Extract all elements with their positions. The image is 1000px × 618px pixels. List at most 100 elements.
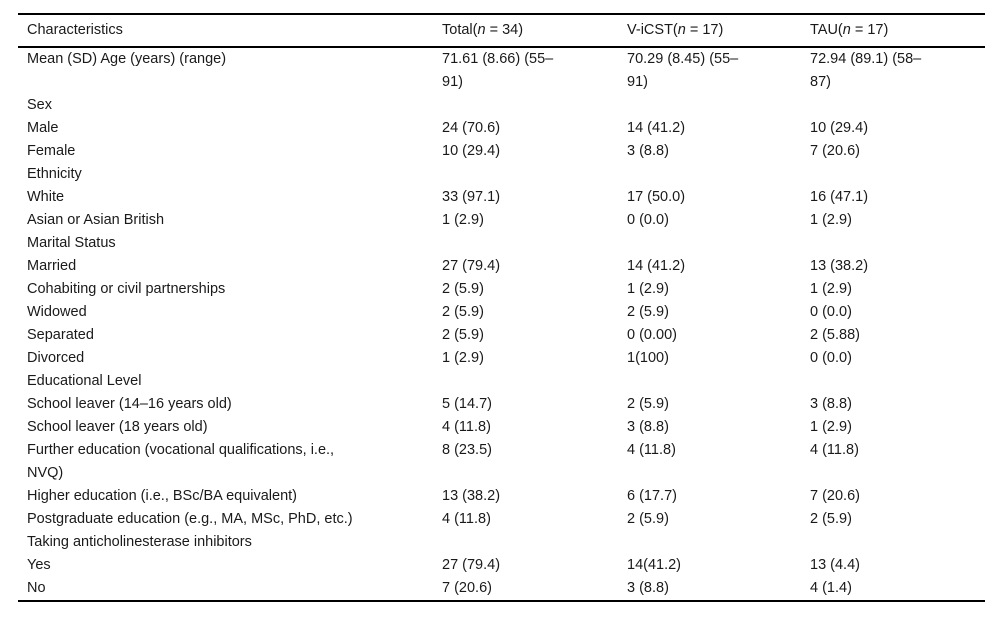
cell-vicst: 6 (17.7) bbox=[627, 488, 677, 504]
cell-total: 71.61 (8.66) (55–91) bbox=[442, 51, 554, 90]
cell-tau bbox=[801, 370, 985, 393]
cell-vicst bbox=[618, 163, 801, 186]
cell-tau: 1 (2.9) bbox=[810, 281, 852, 297]
row-label: No bbox=[27, 580, 46, 596]
row-label: Male bbox=[27, 120, 59, 136]
table-row: Married 27 (79.4) 14 (41.2) 13 (38.2) bbox=[18, 255, 985, 278]
cell-vicst: 0 (0.00) bbox=[627, 327, 677, 343]
cell-total: 24 (70.6) bbox=[442, 120, 501, 136]
row-label: Cohabiting or civil partnerships bbox=[27, 281, 226, 297]
row-label: Taking anticholinesterase inhibitors bbox=[27, 534, 252, 550]
cell-tau: 4 (11.8) bbox=[810, 442, 859, 458]
table-row: Male 24 (70.6) 14 (41.2) 10 (29.4) bbox=[18, 117, 985, 140]
row-label: Educational Level bbox=[27, 373, 142, 389]
table-row: Educational Level bbox=[18, 370, 985, 393]
cell-total bbox=[433, 94, 618, 117]
cell-tau bbox=[801, 531, 985, 554]
cell-tau: 7 (20.6) bbox=[810, 488, 860, 504]
cell-total bbox=[433, 232, 618, 255]
cell-total: 4 (11.8) bbox=[442, 511, 491, 527]
col-header-vicst-n: n bbox=[677, 22, 686, 38]
row-label: Yes bbox=[27, 557, 51, 573]
table-body: Mean (SD) Age (years) (range) 71.61 (8.6… bbox=[18, 47, 985, 601]
row-label: Asian or Asian British bbox=[27, 212, 165, 228]
col-header-tau-post: = 17) bbox=[850, 22, 889, 38]
row-label: Female bbox=[27, 143, 76, 159]
cell-tau: 7 (20.6) bbox=[810, 143, 860, 159]
cell-total: 10 (29.4) bbox=[442, 143, 501, 159]
cell-vicst: 70.29 (8.45) (55–91) bbox=[627, 51, 739, 90]
row-label: Higher education (i.e., BSc/BA equivalen… bbox=[27, 488, 298, 504]
col-header-total-post: = 34) bbox=[485, 22, 524, 38]
cell-vicst: 14(41.2) bbox=[627, 557, 682, 573]
row-label: School leaver (14–16 years old) bbox=[27, 396, 232, 412]
col-header-characteristics: Characteristics bbox=[18, 14, 433, 48]
cell-tau: 1 (2.9) bbox=[810, 212, 852, 228]
table-row: Sex bbox=[18, 94, 985, 117]
cell-total: 1 (2.9) bbox=[442, 350, 484, 366]
col-header-vicst-post: = 17) bbox=[685, 22, 724, 38]
col-header-total-n: n bbox=[477, 22, 486, 38]
cell-tau: 2 (5.9) bbox=[810, 511, 852, 527]
cell-total: 2 (5.9) bbox=[442, 304, 484, 320]
cell-vicst: 3 (8.8) bbox=[627, 580, 669, 596]
cell-vicst: 4 (11.8) bbox=[627, 442, 676, 458]
cell-vicst: 1 (2.9) bbox=[627, 281, 669, 297]
row-label: Mean (SD) Age (years) (range) bbox=[27, 51, 227, 67]
cell-tau: 13 (38.2) bbox=[810, 258, 869, 274]
cell-tau bbox=[801, 163, 985, 186]
cell-tau: 3 (8.8) bbox=[810, 396, 852, 412]
cell-total: 2 (5.9) bbox=[442, 327, 484, 343]
cell-tau: 4 (1.4) bbox=[810, 580, 852, 596]
row-label: Further education (vocational qualificat… bbox=[27, 442, 335, 481]
cell-vicst: 2 (5.9) bbox=[627, 304, 669, 320]
cell-vicst: 14 (41.2) bbox=[627, 120, 686, 136]
cell-total: 33 (97.1) bbox=[442, 189, 501, 205]
cell-tau bbox=[801, 94, 985, 117]
cell-vicst: 14 (41.2) bbox=[627, 258, 686, 274]
header-row: Characteristics Total(n = 34) V-iCST(n =… bbox=[18, 14, 985, 48]
cell-vicst: 0 (0.0) bbox=[627, 212, 669, 228]
table-row: Postgraduate education (e.g., MA, MSc, P… bbox=[18, 508, 985, 531]
row-label: White bbox=[27, 189, 65, 205]
col-header-tau-n: n bbox=[842, 22, 851, 38]
table-row: White 33 (97.1) 17 (50.0) 16 (47.1) bbox=[18, 186, 985, 209]
cell-total: 27 (79.4) bbox=[442, 258, 501, 274]
cell-total: 27 (79.4) bbox=[442, 557, 501, 573]
cell-tau: 13 (4.4) bbox=[810, 557, 860, 573]
cell-total bbox=[433, 370, 618, 393]
cell-vicst bbox=[618, 94, 801, 117]
characteristics-table: Characteristics Total(n = 34) V-iCST(n =… bbox=[18, 13, 985, 602]
col-header-vicst: V-iCST(n = 17) bbox=[618, 14, 801, 48]
cell-vicst bbox=[618, 531, 801, 554]
table-row: Marital Status bbox=[18, 232, 985, 255]
cell-vicst: 2 (5.9) bbox=[627, 511, 669, 527]
row-label: Divorced bbox=[27, 350, 85, 366]
col-header-tau-pre: TAU( bbox=[810, 22, 843, 38]
cell-vicst: 17 (50.0) bbox=[627, 189, 686, 205]
cell-total: 8 (23.5) bbox=[442, 442, 492, 458]
cell-total: 13 (38.2) bbox=[442, 488, 501, 504]
cell-vicst: 1(100) bbox=[627, 350, 669, 366]
cell-total: 1 (2.9) bbox=[442, 212, 484, 228]
cell-tau: 2 (5.88) bbox=[810, 327, 860, 343]
row-label: Married bbox=[27, 258, 77, 274]
table-row: Divorced 1 (2.9) 1(100) 0 (0.0) bbox=[18, 347, 985, 370]
table-row: Higher education (i.e., BSc/BA equivalen… bbox=[18, 485, 985, 508]
table-row: Asian or Asian British 1 (2.9) 0 (0.0) 1… bbox=[18, 209, 985, 232]
row-label: Postgraduate education (e.g., MA, MSc, P… bbox=[27, 511, 353, 527]
table-row: Cohabiting or civil partnerships 2 (5.9)… bbox=[18, 278, 985, 301]
cell-total: 4 (11.8) bbox=[442, 419, 491, 435]
table-row: School leaver (14–16 years old) 5 (14.7)… bbox=[18, 393, 985, 416]
table-row: Yes 27 (79.4) 14(41.2) 13 (4.4) bbox=[18, 554, 985, 577]
row-label: Ethnicity bbox=[27, 166, 82, 182]
table-row: Further education (vocational qualificat… bbox=[18, 439, 985, 485]
cell-vicst: 2 (5.9) bbox=[627, 396, 669, 412]
cell-tau: 0 (0.0) bbox=[810, 350, 852, 366]
cell-tau: 1 (2.9) bbox=[810, 419, 852, 435]
row-label: Marital Status bbox=[27, 235, 116, 251]
cell-tau: 72.94 (89.1) (58–87) bbox=[810, 51, 922, 90]
table-row: School leaver (18 years old) 4 (11.8) 3 … bbox=[18, 416, 985, 439]
cell-vicst bbox=[618, 370, 801, 393]
